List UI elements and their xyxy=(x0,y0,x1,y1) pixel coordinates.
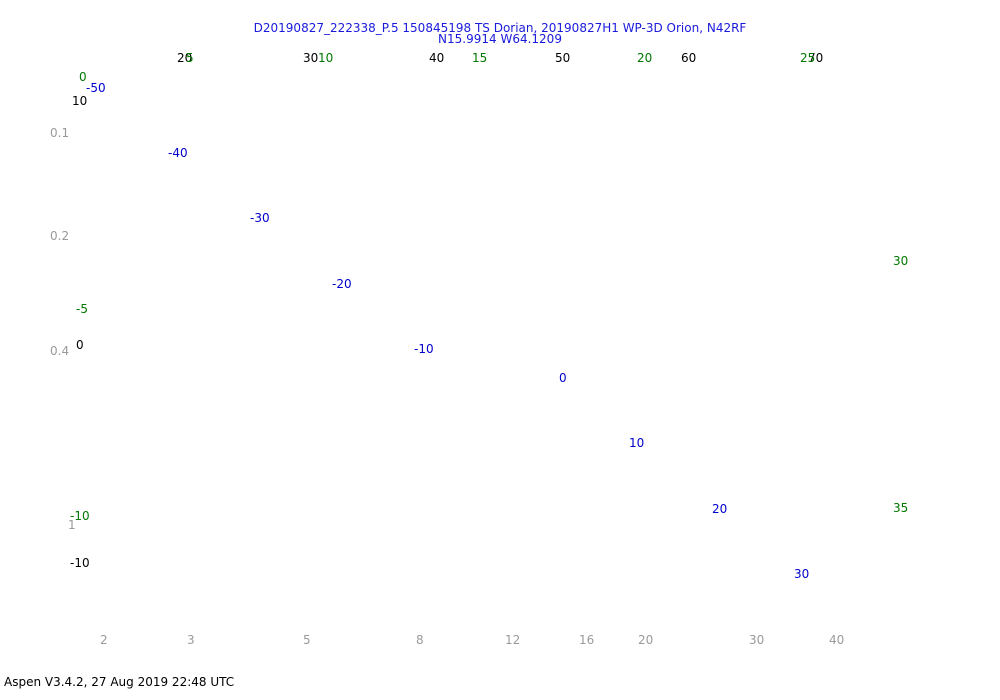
isotherm-label: -40 xyxy=(168,146,188,160)
mixing-ratio-label: 40 xyxy=(829,633,844,647)
mixing-ratio-label: 12 xyxy=(505,633,520,647)
isotherm-label: -50 xyxy=(86,81,106,95)
isotherm-label: 20 xyxy=(712,502,727,516)
isotherm-label: 30 xyxy=(794,567,809,581)
dry-adiabat-label: 40 xyxy=(429,51,444,65)
mixing-ratio-label: 0.1 xyxy=(50,126,69,140)
dry-adiabat-label: 30 xyxy=(303,51,318,65)
mixing-ratio-label: 8 xyxy=(416,633,424,647)
mixing-ratio-label: 0.4 xyxy=(50,344,69,358)
moist-adiabat-label: 5 xyxy=(186,51,194,65)
dry-adiabat-label: 50 xyxy=(555,51,570,65)
mixing-ratio-label: 5 xyxy=(303,633,311,647)
moist-adiabat-label: -10 xyxy=(70,509,90,523)
dry-adiabat-label: -10 xyxy=(70,556,90,570)
mixing-ratio-label: 16 xyxy=(579,633,594,647)
chart-subtitle: N15.9914 W64.1209 xyxy=(438,32,562,46)
isotherm-label: -10 xyxy=(414,342,434,356)
footer-version: Aspen V3.4.2, 27 Aug 2019 22:48 UTC xyxy=(4,675,235,689)
isotherm-label: 10 xyxy=(629,436,644,450)
moist-adiabat-label: 15 xyxy=(472,51,487,65)
isotherm-label: -20 xyxy=(332,277,352,291)
mixing-ratio-label: 20 xyxy=(638,633,653,647)
mixing-ratio-label: 30 xyxy=(749,633,764,647)
dry-adiabat-label: 10 xyxy=(72,94,87,108)
dry-adiabat-label: 60 xyxy=(681,51,696,65)
dry-adiabat-label: 70 xyxy=(808,51,823,65)
dry-adiabat-label: 20 xyxy=(177,51,192,65)
moist-adiabat-label: 0 xyxy=(79,70,87,84)
isotherm-label: -30 xyxy=(250,211,270,225)
isotherm-label: 0 xyxy=(559,371,567,385)
moist-adiabat-label: 25 xyxy=(800,51,815,65)
chart-title: D20190827_222338_P.5 150845198 TS Dorian… xyxy=(253,21,747,35)
dry-adiabat-label: 0 xyxy=(76,338,84,352)
moist-adiabat-label: 20 xyxy=(637,51,652,65)
moist-adiabat-label: 35 xyxy=(893,501,908,515)
mixing-ratio-label: 3 xyxy=(187,633,195,647)
moist-adiabat-label: 10 xyxy=(318,51,333,65)
mixing-ratio-label: 1 xyxy=(68,518,76,532)
moist-adiabat-label: -5 xyxy=(76,302,88,316)
mixing-ratio-label: 0.2 xyxy=(50,229,69,243)
mixing-ratio-label: 2 xyxy=(100,633,108,647)
moist-adiabat-label: 30 xyxy=(893,254,908,268)
